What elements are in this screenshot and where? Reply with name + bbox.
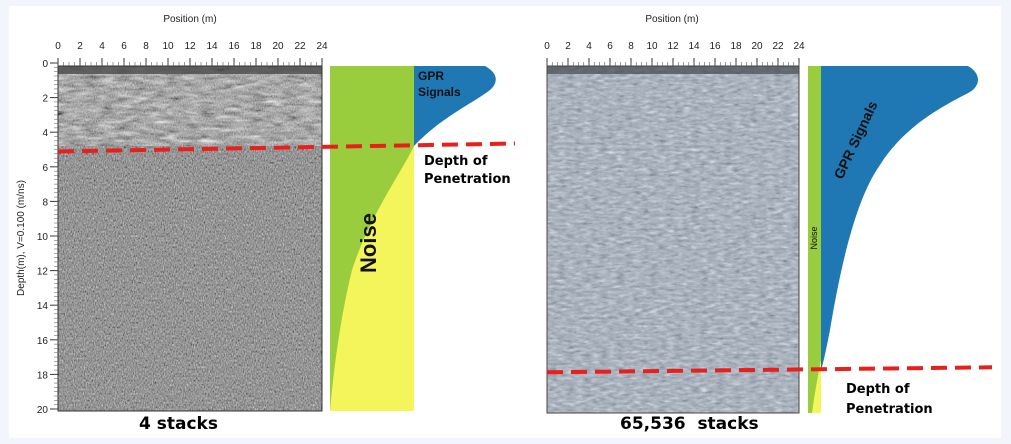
right-penetration-line	[546, 365, 993, 375]
left-x-tick-label: 14	[206, 41, 218, 52]
left-noise-green-region	[330, 66, 414, 411]
left-noise-label: Noise	[356, 213, 381, 273]
right-radargram-direct-wave	[547, 66, 799, 74]
right-noise-green-region	[808, 66, 821, 413]
left-x-tick-label: 10	[162, 41, 174, 52]
right-x-tick-label: 8	[628, 41, 634, 52]
left-x-tick-label: 6	[121, 41, 127, 52]
right-noise-signal-panel: Noise GPR Signals	[808, 66, 978, 413]
left-radargram-reflections	[58, 66, 322, 146]
right-x-tick-label: 18	[730, 41, 742, 52]
left-depth-label-line1: Depth of	[424, 154, 488, 169]
left-y-tick-label: 16	[37, 336, 49, 347]
left-x-tick-label: 20	[272, 41, 284, 52]
left-radargram	[57, 65, 323, 412]
right-depth-label: Depth of Penetration	[846, 380, 933, 420]
left-x-tick-label: 4	[99, 41, 105, 52]
left-y-axis: Depth(m), V=0.100 (m/ns) 0 2 4 6 8 10 12 14 16 18…	[16, 59, 58, 416]
left-y-tick-label: 20	[37, 405, 49, 416]
left-y-tick-label: 12	[37, 267, 49, 278]
left-depth-label: Depth of Penetration	[424, 153, 511, 189]
right-x-tick-label: 0	[544, 41, 550, 52]
right-x-tick-label: 20	[751, 41, 763, 52]
left-y-axis-title: Depth(m), V=0.100 (m/ns)	[16, 180, 27, 296]
left-noise-signal-panel: GPR Signals Noise	[330, 66, 496, 411]
right-radargram-reflections	[547, 66, 799, 413]
left-x-axis: Position (m) 0 2 4 6 8 10 12 14 16 18 20 22 24	[55, 14, 328, 66]
left-x-axis-title: Position (m)	[163, 14, 216, 25]
right-x-tick-label: 22	[772, 41, 784, 52]
left-y-tick-label: 10	[37, 232, 49, 243]
right-noise-label: Noise	[809, 226, 819, 249]
left-depth-label-line2: Penetration	[424, 172, 511, 187]
left-y-tick-label: 4	[42, 128, 48, 139]
right-depth-label-line1: Depth of	[846, 382, 910, 397]
left-x-tick-label: 18	[250, 41, 262, 52]
left-x-tick-label: 12	[184, 41, 196, 52]
right-x-tick-label: 24	[793, 41, 805, 52]
right-x-tick-label: 14	[688, 41, 700, 52]
left-caption: 4 stacks	[139, 414, 218, 434]
right-caption: 65,536 stacks	[620, 414, 759, 434]
right-x-tick-label: 4	[586, 41, 592, 52]
left-x-tick-label: 8	[143, 41, 149, 52]
right-x-tick-label: 16	[709, 41, 721, 52]
right-x-tick-label: 10	[646, 41, 658, 52]
right-radargram	[546, 65, 800, 414]
left-x-tick-label: 24	[316, 41, 328, 52]
left-y-tick-label: 0	[42, 59, 48, 70]
right-signal-curve	[821, 66, 978, 370]
right-x-tick-label: 12	[667, 41, 679, 52]
left-penetration-line	[57, 141, 516, 154]
right-x-axis-title: Position (m)	[645, 14, 698, 25]
left-y-tick-label: 8	[42, 197, 48, 208]
right-x-tick-label: 2	[565, 41, 571, 52]
left-x-tick-label: 22	[294, 41, 306, 52]
left-y-tick-label: 6	[42, 163, 48, 174]
left-x-tick-label: 0	[55, 41, 61, 52]
left-y-tick-label: 14	[37, 301, 49, 312]
left-x-tick-label: 16	[228, 41, 240, 52]
right-x-tick-label: 6	[607, 41, 613, 52]
left-y-tick-label: 2	[42, 94, 48, 105]
right-depth-label-line2: Penetration	[846, 402, 933, 417]
left-radargram-direct-wave	[58, 66, 322, 74]
left-y-tick-label: 18	[37, 370, 49, 381]
right-x-axis: Position (m) 0 2 4 6 8 10 12 14 16 18 20 22 24	[544, 14, 805, 66]
left-signal-label-line2: Signals	[418, 85, 461, 99]
left-signal-curve	[414, 66, 496, 146]
left-signal-label-line1: GPR	[418, 69, 444, 83]
left-x-tick-label: 2	[77, 41, 83, 52]
